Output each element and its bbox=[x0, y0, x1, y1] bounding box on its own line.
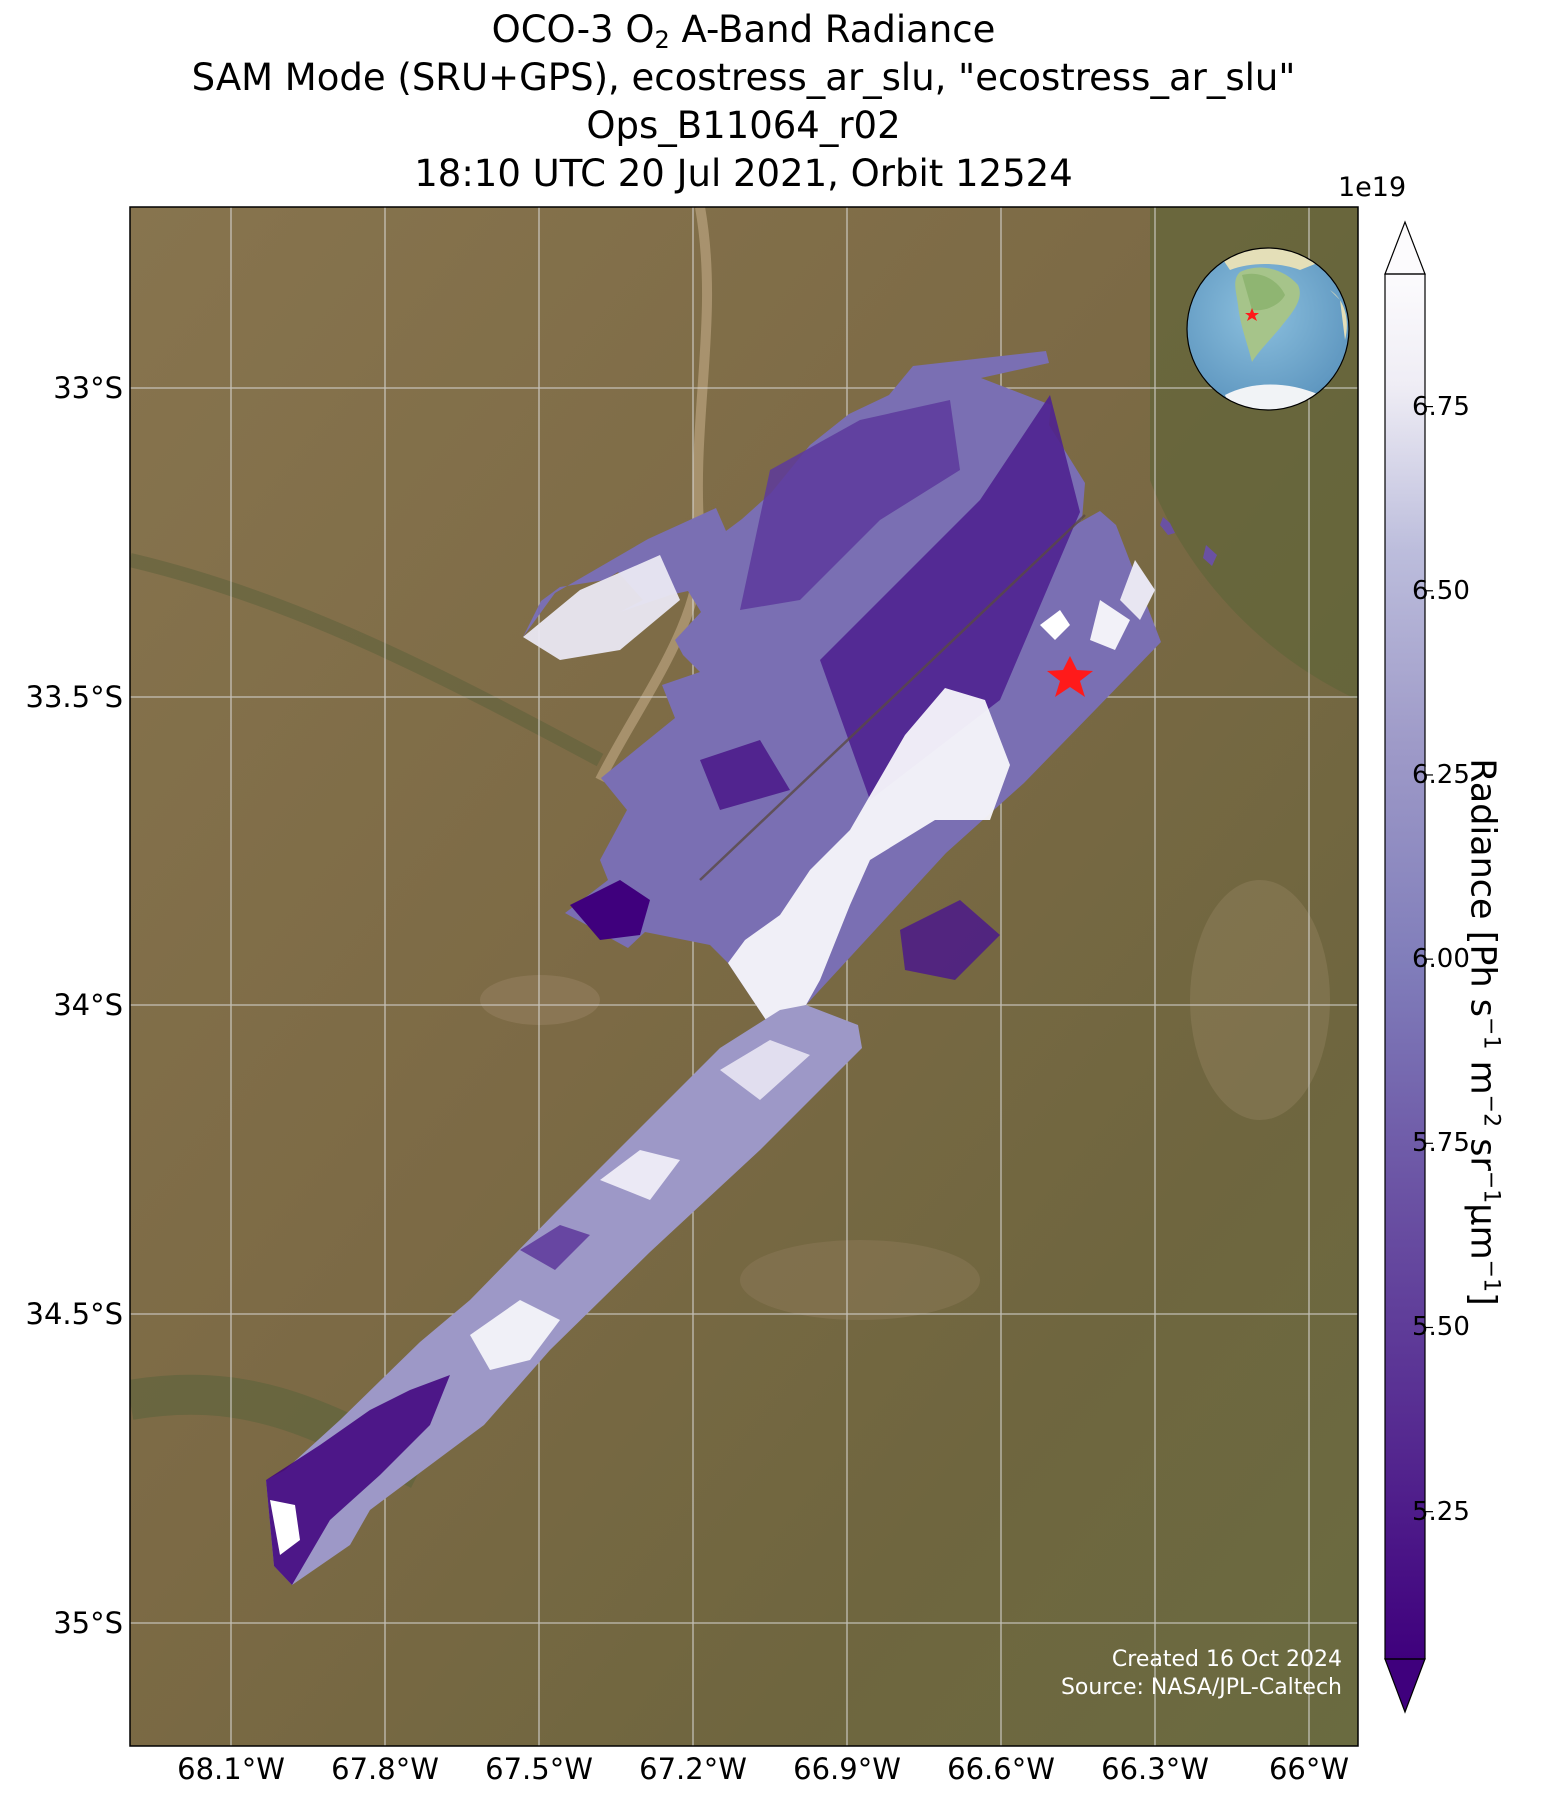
lat-label: 34°S bbox=[53, 988, 123, 1022]
lon-label: 67.8°W bbox=[331, 1752, 439, 1786]
colorbar-tick-label: 6.00 bbox=[1412, 944, 1470, 975]
map-title-line3: Ops_B11064_r02 bbox=[586, 104, 901, 147]
radiance-swath bbox=[266, 351, 1217, 1585]
map-title-line2: SAM Mode (SRU+GPS), ecostress_ar_slu, "e… bbox=[191, 56, 1296, 99]
lon-label: 66°W bbox=[1268, 1752, 1350, 1786]
source-credit: Source: NASA/JPL-Caltech bbox=[1060, 1675, 1342, 1700]
lon-label: 66.3°W bbox=[1101, 1752, 1209, 1786]
map-title-line4: 18:10 UTC 20 Jul 2021, Orbit 12524 bbox=[414, 152, 1073, 195]
lat-label: 33°S bbox=[53, 371, 123, 405]
colorbar-tick-label: 6.75 bbox=[1412, 391, 1470, 422]
lon-label: 66.9°W bbox=[793, 1752, 901, 1786]
lat-label: 35°S bbox=[53, 1606, 123, 1640]
red-star-icon bbox=[1047, 656, 1093, 697]
colorbar-tick-label: 6.25 bbox=[1412, 759, 1470, 790]
created-date: Created 16 Oct 2024 bbox=[1111, 1647, 1342, 1672]
map-title-line1: OCO-3 O2 A-Band Radiance bbox=[491, 8, 996, 54]
colorbar-tick-label: 6.50 bbox=[1412, 575, 1470, 606]
colorbar bbox=[1384, 220, 1433, 1714]
colorbar-tick-label: 5.25 bbox=[1412, 1496, 1470, 1527]
lon-label: 67.2°W bbox=[639, 1752, 747, 1786]
lon-label: 67.5°W bbox=[485, 1752, 593, 1786]
lat-label: 33.5°S bbox=[25, 680, 123, 714]
map-frame bbox=[129, 206, 1359, 1747]
colorbar-label: Radiance [Ph s−1 m−2 sr−1μm−1] bbox=[1462, 758, 1504, 1306]
lon-label: 68.1°W bbox=[177, 1752, 285, 1786]
colorbar-tick-label: 5.50 bbox=[1412, 1312, 1470, 1343]
colorbar-tick-label: 5.75 bbox=[1412, 1128, 1470, 1159]
colorbar-exponent: 1e19 bbox=[1338, 172, 1407, 203]
lon-label: 66.6°W bbox=[947, 1752, 1055, 1786]
lat-label: 34.5°S bbox=[25, 1297, 123, 1331]
globe-inset-south-america bbox=[1186, 247, 1350, 411]
